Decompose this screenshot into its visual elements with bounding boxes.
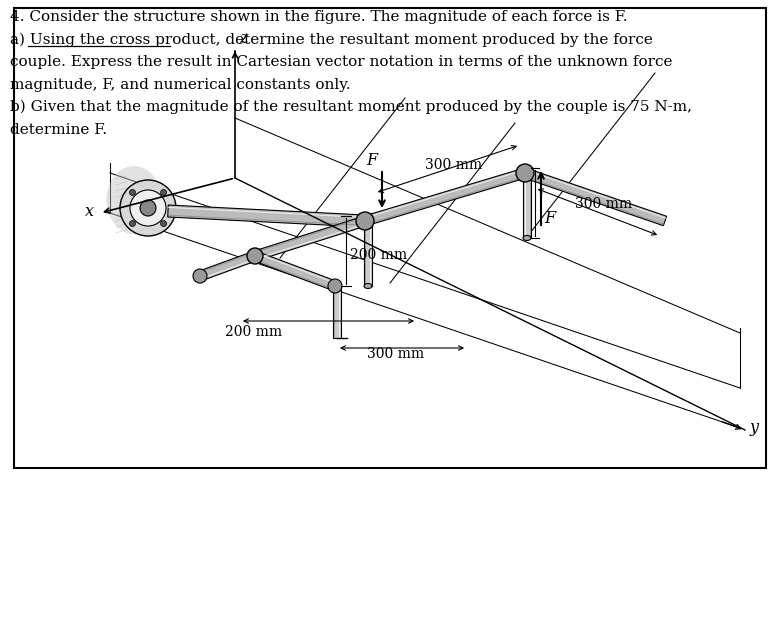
Text: y: y <box>750 419 759 436</box>
Circle shape <box>516 164 534 182</box>
Polygon shape <box>254 216 367 261</box>
Ellipse shape <box>364 283 372 288</box>
Text: determine F.: determine F. <box>10 123 107 136</box>
Circle shape <box>328 279 342 293</box>
Circle shape <box>356 212 374 230</box>
Circle shape <box>161 189 167 196</box>
Circle shape <box>161 221 167 227</box>
Circle shape <box>140 200 156 216</box>
Polygon shape <box>254 251 337 291</box>
Text: 200 mm: 200 mm <box>225 325 282 339</box>
Polygon shape <box>523 168 667 226</box>
Polygon shape <box>364 216 372 286</box>
Text: 200 mm: 200 mm <box>350 248 407 262</box>
Text: 300 mm: 300 mm <box>575 197 632 211</box>
Text: F: F <box>366 152 377 169</box>
Polygon shape <box>198 251 257 281</box>
Polygon shape <box>523 168 531 238</box>
Text: a) Using the cross product, determine the resultant moment produced by the force: a) Using the cross product, determine th… <box>10 32 653 47</box>
Circle shape <box>247 248 263 264</box>
Circle shape <box>120 180 176 236</box>
Polygon shape <box>333 286 341 338</box>
Text: 300 mm: 300 mm <box>425 158 482 172</box>
Bar <box>14 8 766 468</box>
Text: b) Given that the magnitude of the resultant moment produced by the couple is 75: b) Given that the magnitude of the resul… <box>10 100 692 115</box>
Circle shape <box>129 189 136 196</box>
Text: z: z <box>239 30 247 47</box>
Text: x: x <box>85 202 94 219</box>
Circle shape <box>130 190 166 226</box>
Text: magnitude, F, and numerical constants only.: magnitude, F, and numerical constants on… <box>10 77 351 92</box>
Text: 300 mm: 300 mm <box>367 347 424 361</box>
Polygon shape <box>363 168 526 226</box>
Ellipse shape <box>107 166 161 234</box>
Text: F: F <box>544 210 555 227</box>
Text: 4. Consider the structure shown in the figure. The magnitude of each force is F.: 4. Consider the structure shown in the f… <box>10 10 628 24</box>
Ellipse shape <box>523 235 531 240</box>
Text: couple. Express the result in Cartesian vector notation in terms of the unknown : couple. Express the result in Cartesian … <box>10 55 672 69</box>
Polygon shape <box>168 205 365 227</box>
Circle shape <box>129 221 136 227</box>
Circle shape <box>193 269 207 283</box>
